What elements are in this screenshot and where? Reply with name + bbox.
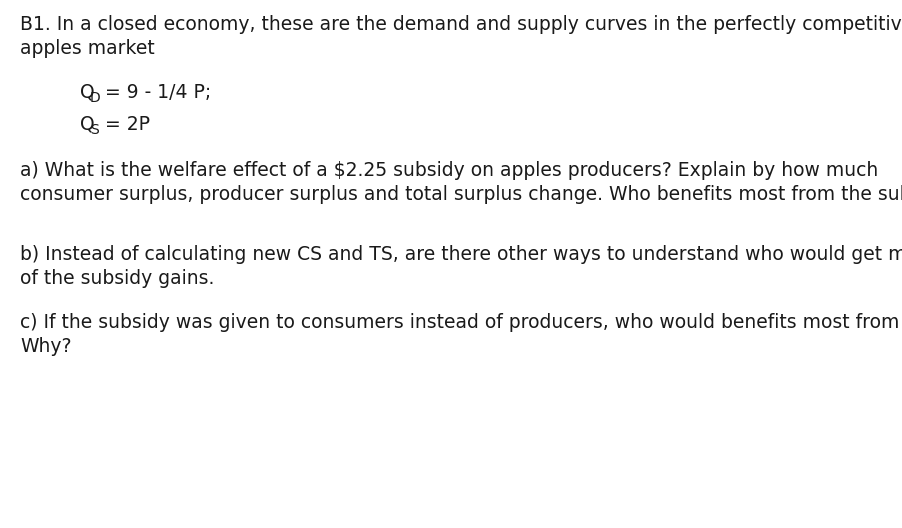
Text: c) If the subsidy was given to consumers instead of producers, who would benefit: c) If the subsidy was given to consumers… (20, 313, 902, 332)
Text: b) Instead of calculating new CS and TS, are there other ways to understand who : b) Instead of calculating new CS and TS,… (20, 245, 902, 264)
Text: S: S (90, 123, 98, 137)
Text: = 2P: = 2P (99, 115, 150, 134)
Text: consumer surplus, producer surplus and total surplus change. Who benefits most f: consumer surplus, producer surplus and t… (20, 185, 902, 204)
Text: B1. In a closed economy, these are the demand and supply curves in the perfectly: B1. In a closed economy, these are the d… (20, 15, 902, 34)
Text: D: D (90, 91, 101, 105)
Text: of the subsidy gains.: of the subsidy gains. (20, 269, 214, 288)
Text: Q: Q (80, 83, 95, 102)
Text: a) What is the welfare effect of a $2.25 subsidy on apples producers? Explain by: a) What is the welfare effect of a $2.25… (20, 161, 878, 180)
Text: = 9 - 1/4 P;: = 9 - 1/4 P; (99, 83, 211, 102)
Text: apples market: apples market (20, 39, 154, 58)
Text: Why?: Why? (20, 337, 71, 356)
Text: Q: Q (80, 115, 95, 134)
